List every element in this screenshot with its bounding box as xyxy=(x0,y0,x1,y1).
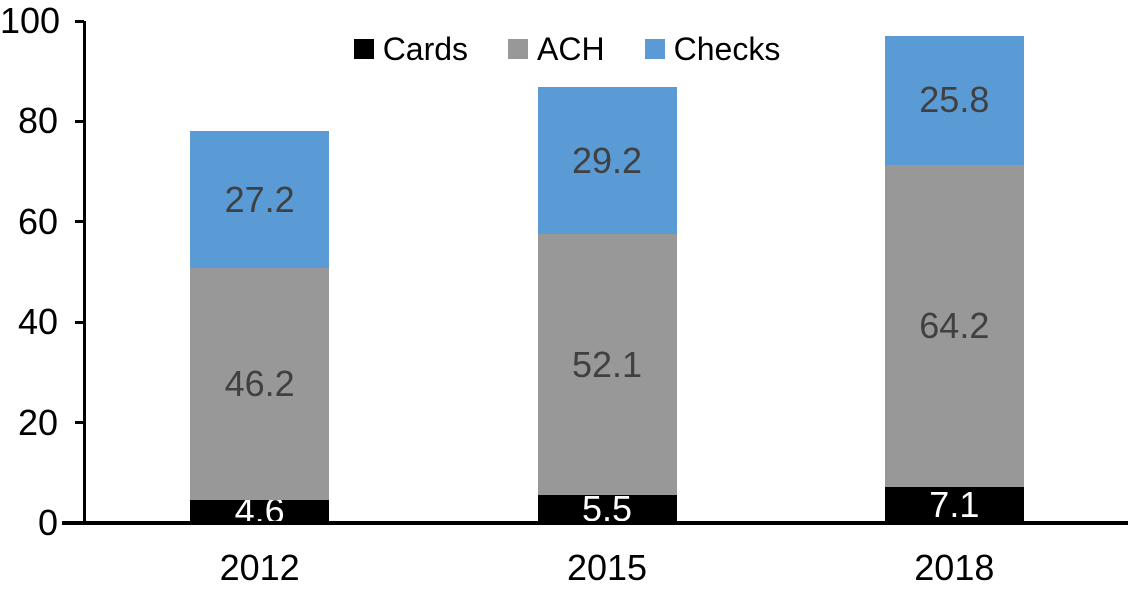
bar-segment-ach-2015: 52.1 xyxy=(537,233,677,496)
x-axis-line xyxy=(62,521,1128,525)
y-axis-tick xyxy=(75,119,84,123)
x-axis-category-label: 2012 xyxy=(219,547,300,588)
bar-segment-checks-2012: 27.2 xyxy=(190,131,330,268)
legend-label: ACH xyxy=(537,31,605,67)
legend-swatch-icon xyxy=(508,39,529,59)
legend-item-ach: ACH xyxy=(508,33,605,65)
legend-item-cards: Cards xyxy=(353,31,469,67)
y-axis-tick-label: 20 xyxy=(17,401,58,443)
y-axis-tick-label: 40 xyxy=(17,301,58,343)
y-axis-tick-label: 60 xyxy=(17,200,58,242)
y-axis-tick-label: 80 xyxy=(17,100,58,142)
bar-segment-ach-2012: 46.2 xyxy=(190,267,330,500)
bar-segment-ach-2018: 64.2 xyxy=(884,165,1024,488)
data-label-ach-2018: 64.2 xyxy=(919,305,990,347)
bar-segment-cards-2012: 4.6 xyxy=(190,493,330,529)
bar-segment-checks-2015: 29.2 xyxy=(537,87,677,234)
data-label-cards-2018: 7.1 xyxy=(929,484,980,526)
data-label-checks-2018: 25.8 xyxy=(919,79,990,121)
legend-swatch-icon xyxy=(353,39,374,59)
y-axis-tick xyxy=(75,421,84,425)
x-axis-category-label: 2015 xyxy=(566,547,648,588)
y-axis-tick xyxy=(75,320,84,324)
x-axis-category-label: 2018 xyxy=(914,547,995,588)
y-axis-tick xyxy=(75,19,84,23)
legend-label: Checks xyxy=(673,31,781,67)
legend-item-checks: Checks xyxy=(644,31,781,67)
data-label-cards-2015: 5.5 xyxy=(581,488,633,530)
data-label-ach-2015: 52.1 xyxy=(571,343,643,385)
legend: Cards ACH Checks xyxy=(0,29,1134,69)
data-label-checks-2015: 29.2 xyxy=(571,139,643,181)
bar-segment-cards-2018: 7.1 xyxy=(884,484,1024,526)
legend-swatch-icon xyxy=(644,39,665,59)
y-axis-tick-label: 0 xyxy=(37,502,58,543)
y-axis-tick-label: 100 xyxy=(0,0,61,41)
y-axis-tick xyxy=(75,220,84,224)
legend-label: Cards xyxy=(382,31,469,67)
y-axis-line xyxy=(83,21,86,525)
bar-segment-checks-2018: 25.8 xyxy=(884,35,1024,166)
data-label-ach-2012: 46.2 xyxy=(224,362,295,404)
bar-segment-cards-2015: 5.5 xyxy=(537,491,677,527)
data-label-checks-2012: 27.2 xyxy=(224,178,295,220)
